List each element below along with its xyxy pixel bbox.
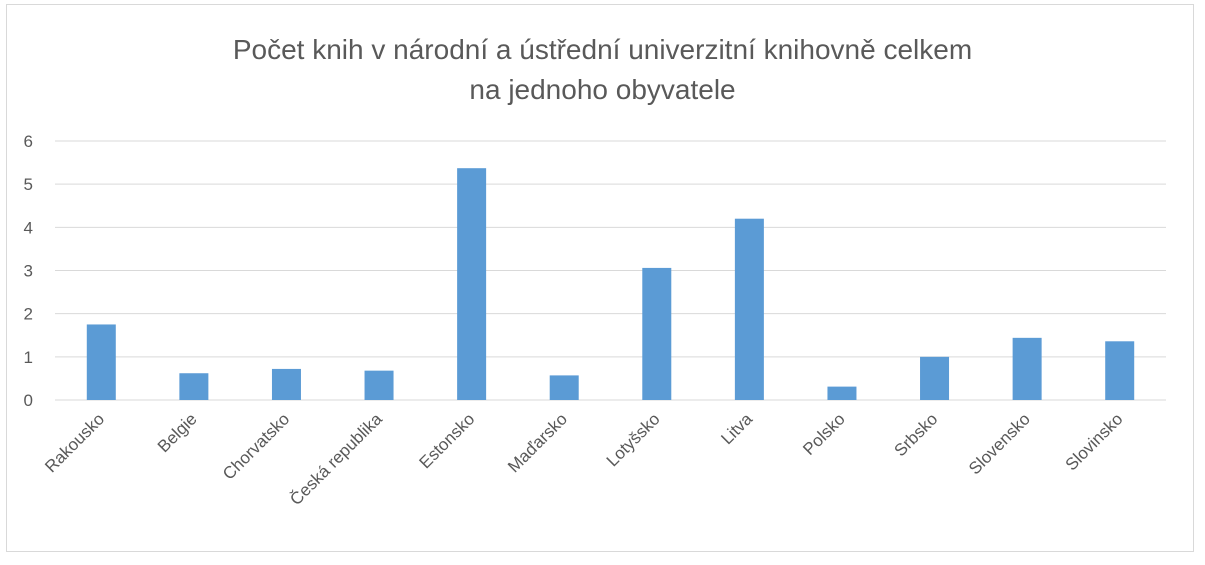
x-tick-label: Lotyšsko — [603, 409, 664, 470]
bar — [827, 386, 857, 400]
y-tick-label: 6 — [24, 132, 33, 151]
x-tick-label: Maďarsko — [504, 409, 571, 476]
chart-title-line-1: Počet knih v národní a ústřední univerzi… — [232, 34, 973, 65]
y-axis-ticks: 0 1 2 3 4 5 6 — [24, 132, 33, 410]
bar — [1012, 337, 1042, 400]
bar — [86, 324, 116, 400]
x-tick-label: Litva — [717, 409, 756, 448]
x-tick-label: Belgie — [154, 409, 201, 456]
bar — [549, 375, 579, 400]
x-tick-label: Slovensko — [965, 409, 1034, 478]
y-tick-label: 5 — [24, 175, 33, 194]
y-tick-label: 0 — [24, 391, 33, 410]
x-tick-label: Česká republika — [286, 409, 386, 509]
bar — [920, 356, 950, 400]
bar — [179, 373, 209, 400]
y-tick-label: 3 — [24, 262, 33, 281]
bar — [457, 168, 487, 400]
x-tick-label: Srbsko — [891, 409, 942, 460]
y-tick-label: 1 — [24, 348, 33, 367]
chart-frame — [6, 4, 1194, 552]
bar — [642, 267, 672, 400]
bar — [364, 370, 394, 400]
gridlines — [55, 140, 1166, 401]
chart-title-line-2: na jednoho obyvatele — [469, 74, 736, 105]
bar — [734, 218, 764, 400]
bars — [86, 168, 1135, 400]
x-tick-label: Estonsko — [416, 409, 479, 472]
y-tick-label: 4 — [24, 218, 33, 237]
x-tick-label: Chorvatsko — [219, 409, 293, 483]
x-tick-label: Slovinsko — [1062, 409, 1127, 474]
bar — [1105, 341, 1135, 400]
y-tick-label: 2 — [24, 305, 33, 324]
x-tick-label: Polsko — [799, 409, 849, 459]
chart-title: Počet knih v národní a ústřední univerzi… — [0, 30, 1205, 110]
x-tick-label: Rakousko — [41, 409, 108, 476]
bar — [271, 368, 301, 400]
